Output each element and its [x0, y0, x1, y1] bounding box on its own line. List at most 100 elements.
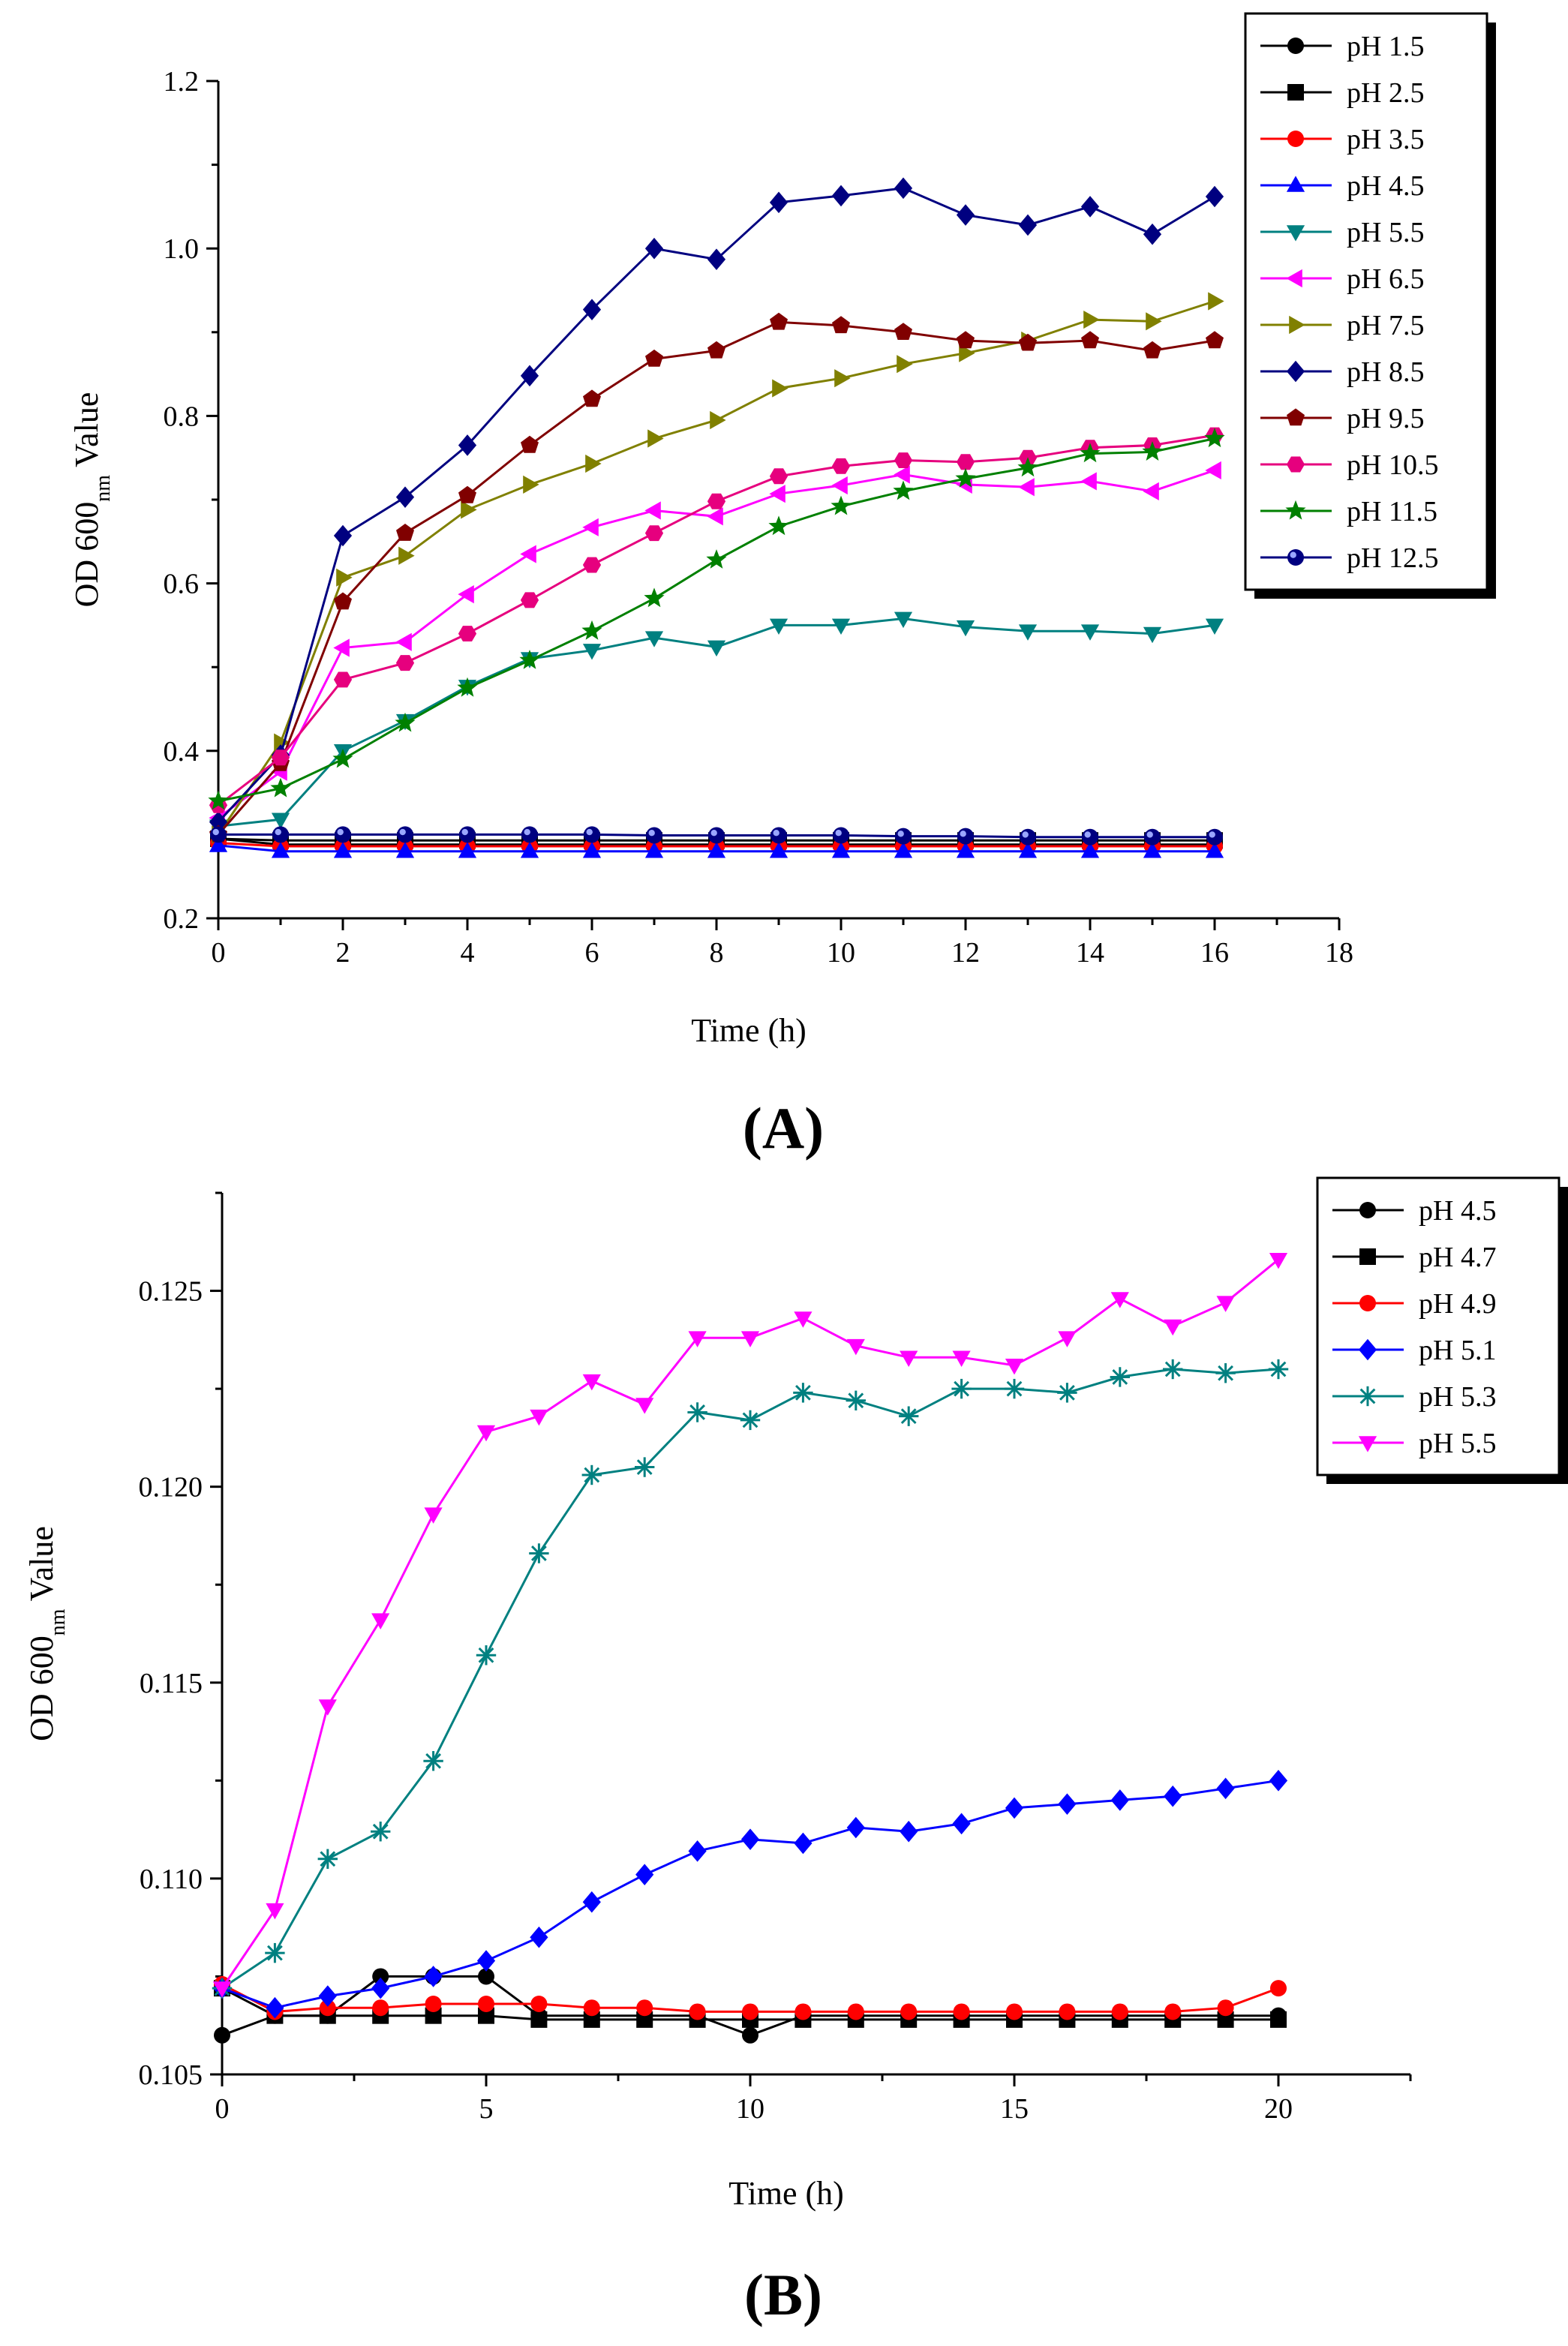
- legend-label: pH 4.5: [1347, 170, 1424, 202]
- data-point: [372, 1999, 389, 2017]
- data-point: [459, 826, 476, 843]
- series-ph-5.1: [212, 1770, 1288, 2019]
- legend-label: pH 9.5: [1347, 403, 1424, 434]
- x-axis-title: Time (h): [728, 2175, 844, 2212]
- x-tick-label: 8: [710, 937, 724, 969]
- x-tick-label: 20: [1264, 2093, 1293, 2125]
- data-point: [582, 1374, 601, 1391]
- legend-entry: pH 4.9: [1332, 1288, 1496, 1320]
- data-point: [1216, 1296, 1235, 1312]
- data-point: [689, 2003, 706, 2020]
- data-point: [1217, 1999, 1234, 2017]
- legend-marker-shine: [1290, 551, 1296, 558]
- y-axis-title-tail: Value: [68, 392, 105, 475]
- y-axis-title-tail: Value: [23, 1526, 60, 1609]
- data-point: [894, 842, 913, 858]
- series-ph-4.9: [214, 1975, 1287, 2020]
- legend-label: pH 5.1: [1419, 1335, 1496, 1366]
- data-point: [334, 592, 352, 610]
- data-point-shine: [897, 831, 904, 837]
- data-point: [423, 1751, 443, 1771]
- data-point: [1080, 842, 1100, 858]
- legend-label: pH 2.5: [1347, 77, 1424, 109]
- data-point: [425, 2007, 442, 2024]
- data-point: [742, 2026, 758, 2044]
- y-tick-label: 0.110: [140, 1864, 203, 1895]
- data-point: [831, 842, 851, 858]
- data-point: [1020, 828, 1036, 846]
- data-point: [687, 1402, 707, 1422]
- data-point-stroke: [954, 1380, 969, 1397]
- data-point-stroke: [795, 1384, 811, 1401]
- data-point: [521, 826, 538, 843]
- data-point: [710, 410, 726, 430]
- legend-label: pH 6.5: [1347, 263, 1424, 295]
- x-axis-title: Time (h): [691, 1012, 807, 1049]
- legend-marker: [1287, 131, 1304, 147]
- series-line: [217, 320, 1215, 836]
- legend-marker: [1287, 408, 1305, 426]
- data-point: [688, 1331, 707, 1347]
- data-point: [740, 1828, 760, 1850]
- data-point-shine: [1146, 831, 1153, 838]
- data-point: [1018, 478, 1035, 497]
- x-tick-label: 2: [336, 937, 350, 969]
- data-point: [959, 344, 975, 362]
- data-point-stroke: [584, 1467, 600, 1483]
- data-point: [272, 826, 289, 843]
- data-point: [333, 842, 353, 858]
- data-point: [846, 1816, 865, 1839]
- data-point: [210, 826, 227, 843]
- y-axis-title-main: OD 600: [23, 1636, 60, 1741]
- data-point: [457, 677, 478, 697]
- data-point: [461, 500, 477, 519]
- legend-label: pH 4.9: [1419, 1288, 1496, 1320]
- data-point: [1143, 482, 1159, 500]
- data-point: [953, 2003, 970, 2020]
- data-point: [894, 323, 912, 340]
- series-line: [218, 434, 1215, 807]
- data-point: [1019, 333, 1037, 351]
- legend-box: [1244, 12, 1488, 591]
- data-point: [794, 1832, 813, 1855]
- data-point: [956, 454, 975, 470]
- series-ph-7.5: [212, 292, 1224, 844]
- series-ph-5.3: [212, 1359, 1289, 1999]
- y-tick-label: 1.2: [164, 66, 200, 98]
- data-point-stroke: [1006, 1380, 1023, 1397]
- series-ph-6.5: [209, 461, 1221, 828]
- data-point: [398, 546, 415, 565]
- data-point: [846, 1390, 866, 1410]
- y-tick-label: 0.2: [164, 903, 200, 935]
- data-point: [952, 1350, 971, 1367]
- data-point: [530, 1409, 548, 1426]
- data-point: [832, 316, 850, 334]
- data-point: [956, 620, 975, 637]
- data-point: [335, 826, 351, 843]
- data-point: [706, 549, 727, 569]
- data-point: [899, 1406, 919, 1426]
- legend-marker: [1286, 456, 1305, 473]
- data-point: [636, 1999, 653, 2017]
- x-tick-label: 0: [212, 937, 226, 969]
- data-point: [1058, 1331, 1077, 1347]
- data-point: [1080, 472, 1097, 491]
- data-point: [1205, 618, 1224, 635]
- data-point: [1208, 292, 1224, 311]
- data-point-stroke: [320, 1851, 336, 1867]
- data-point: [707, 640, 726, 657]
- series-ph-10.5: [209, 427, 1224, 813]
- data-point: [1017, 457, 1038, 477]
- y-axis-title-sub: nm: [92, 475, 115, 502]
- data-point-shine: [710, 830, 717, 837]
- legend-marker: [1289, 315, 1305, 335]
- data-point-stroke: [425, 1753, 441, 1769]
- data-point-stroke: [1059, 1384, 1075, 1401]
- data-point: [895, 828, 912, 845]
- data-point: [317, 1849, 338, 1869]
- data-point: [769, 485, 786, 503]
- data-point: [707, 341, 725, 359]
- x-tick-label: 10: [736, 2093, 764, 2125]
- legend-entry: pH 1.5: [1260, 31, 1424, 62]
